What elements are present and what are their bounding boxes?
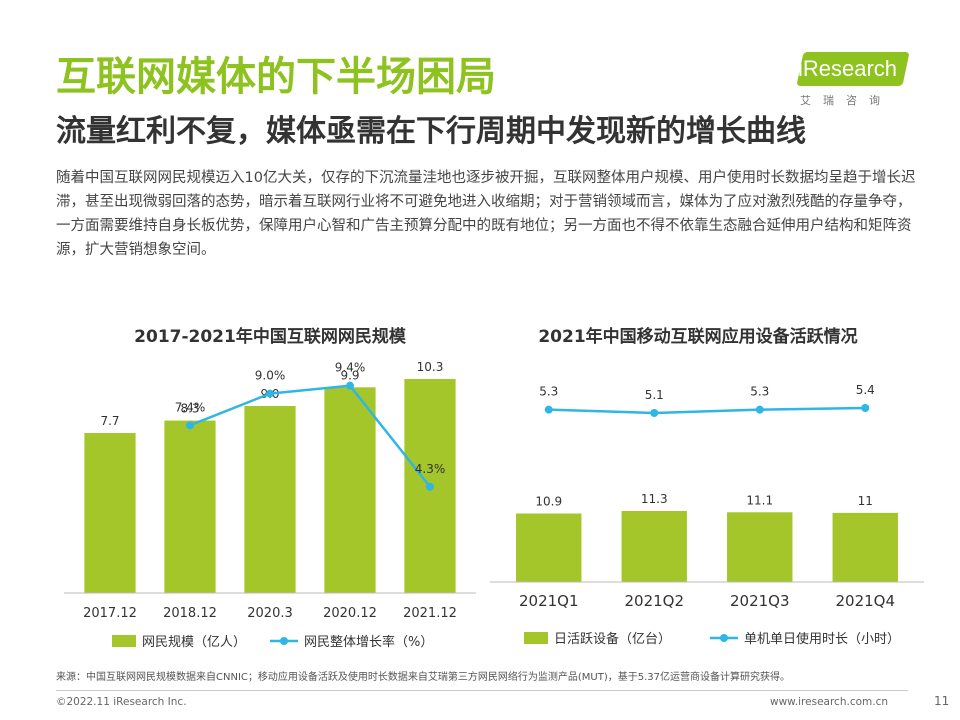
- logo-wordmark: iResearch: [798, 56, 898, 81]
- device-activity-chart: 10.9 2021Q1 11.3 2021Q2 11.1 2021Q3 11 2021Q4 5.…: [490, 383, 924, 647]
- chart2-bar-label: 11.3: [641, 492, 668, 506]
- chart1-line-label: 9.0%: [255, 369, 286, 383]
- chart1-line-point: [426, 482, 434, 491]
- copyright: ©2022.11 iResearch Inc.: [56, 696, 187, 708]
- chart2-bar-label: 11: [858, 494, 873, 508]
- chart2-line-point: [544, 405, 553, 414]
- page-title: 互联网媒体的下半场困局: [56, 54, 496, 100]
- page-number: 11: [934, 694, 950, 708]
- chart1-bar: [324, 387, 376, 593]
- chart2-category-label: 2021Q1: [519, 592, 579, 610]
- chart1-category-label: 2020.3: [247, 606, 293, 621]
- chart1-bar: [244, 406, 296, 593]
- chart1-bar-label: 8.3: [180, 402, 199, 416]
- chart1-bar-label: 7.7: [100, 414, 119, 428]
- chart1-title: 2017-2021年中国互联网网民规模: [134, 327, 406, 347]
- chart1-bar-label: 9.9: [340, 368, 359, 382]
- chart1-line-point: [346, 381, 354, 390]
- chart2-legend-bar-label: 日活跃设备（亿台）: [554, 631, 671, 647]
- chart1-category-label: 2017.12: [83, 606, 137, 621]
- chart2-legend-line-marker: [720, 634, 728, 642]
- chart2-category-label: 2021Q2: [624, 592, 684, 610]
- chart1-bar: [164, 420, 216, 593]
- website-link[interactable]: www.iresearch.com.cn: [770, 696, 889, 708]
- chart1-category-label: 2020.12: [323, 606, 377, 621]
- chart2-line-label: 5.3: [750, 385, 769, 399]
- chart1-line: [189, 384, 431, 488]
- chart2-line-label: 5.4: [856, 383, 875, 397]
- chart1-category-label: 2021.12: [403, 606, 457, 621]
- chart1-line-point: [266, 389, 274, 398]
- chart2-legend-bar-swatch: [524, 632, 548, 644]
- chart1-bar-label: 10.3: [417, 360, 444, 374]
- chart1-category-label: 2018.12: [163, 606, 217, 621]
- chart1-line-label: 7.4%: [175, 400, 206, 414]
- footer-divider: [56, 690, 908, 691]
- chart1-legend-bar-swatch: [112, 635, 136, 647]
- chart2-line-label: 5.3: [539, 385, 558, 399]
- chart1-bar: [84, 433, 136, 593]
- logo-chinese-name: 艾瑞咨询: [800, 94, 892, 107]
- body-paragraph: 随着中国互联网网民规模迈入10亿大关，仅存的下沉流量洼地也逐步被开掘，互联网整体…: [56, 170, 916, 258]
- chart2-title: 2021年中国移动互联网应用设备活跃情况: [538, 327, 858, 347]
- chart1-line-label: 9.4%: [335, 361, 366, 375]
- chart1-legend-line-label: 网民整体增长率（%）: [304, 634, 433, 650]
- chart2-bar: [832, 512, 898, 582]
- chart1-legend-line-marker: [280, 637, 288, 645]
- chart2-bar-label: 11.1: [746, 493, 773, 507]
- chart2-bar: [727, 512, 793, 582]
- chart2-line-point: [755, 405, 764, 414]
- chart2-legend-line-label: 单机单日使用时长（小时）: [744, 631, 900, 647]
- chart2-line: [548, 406, 866, 415]
- chart2-line-point: [650, 409, 659, 417]
- chart2-category-label: 2021Q3: [730, 592, 790, 610]
- chart1-legend-bar-label: 网民规模（亿人）: [142, 635, 246, 650]
- chart2-bar: [621, 511, 687, 582]
- chart2-bar-label: 10.9: [535, 495, 562, 509]
- chart2-category-label: 2021Q4: [835, 592, 895, 610]
- chart1-line-point: [186, 421, 194, 430]
- source-note: 来源：中国互联网网民规模数据来自CNNIC；移动应用设备活跃及使用时长数据来自艾…: [56, 672, 790, 683]
- chart2-bar: [516, 513, 582, 582]
- iresearch-logo: iResearch 艾瑞咨询: [792, 48, 910, 110]
- chart2-line-point: [861, 404, 870, 412]
- chart1-line-label: 4.3%: [415, 462, 446, 476]
- netizen-scale-chart: 7.72017.128.32018.129.02020.39.92020.121…: [64, 360, 476, 650]
- page-subtitle: 流量红利不复，媒体亟需在下行周期中发现新的增长曲线: [56, 114, 806, 149]
- chart2-line-label: 5.1: [645, 388, 664, 402]
